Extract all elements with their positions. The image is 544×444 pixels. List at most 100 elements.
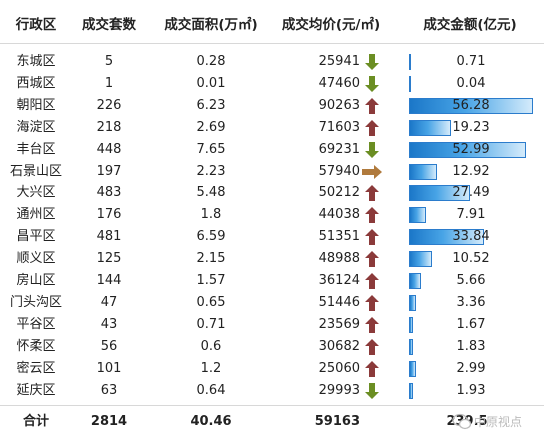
amount-cell: 0.04 <box>456 75 486 91</box>
amount-bar <box>409 251 433 268</box>
district-cell: 延庆区 <box>16 382 56 398</box>
amount-bar <box>409 273 422 289</box>
units-cell: 176 <box>96 207 122 223</box>
area-cell: 6.59 <box>196 229 226 245</box>
arrow-up-icon <box>365 185 379 202</box>
total-units: 2814 <box>90 414 128 429</box>
area-cell: 1.57 <box>196 273 226 288</box>
amount-cell: 2.99 <box>456 360 486 376</box>
area-cell: 2.23 <box>196 163 226 179</box>
price-cell: 36124 <box>318 273 360 288</box>
amount-cell: 56.28 <box>452 97 490 113</box>
amount-bar <box>409 141 526 158</box>
table-row: 怀柔区 56 0.6 30682 1.83 <box>0 336 544 358</box>
amount-bar <box>409 294 417 311</box>
area-cell: 0.71 <box>196 316 226 332</box>
amount-cell: 0.71 <box>456 54 486 69</box>
units-cell: 5 <box>104 54 114 69</box>
table-row: 海淀区 218 2.69 71603 19.23 <box>0 117 544 139</box>
arrow-down-icon <box>365 382 379 399</box>
amount-cell: 5.66 <box>456 273 486 288</box>
table-row: 昌平区 481 6.59 51351 33.84 <box>0 226 544 248</box>
price-cell: 47460 <box>318 75 360 91</box>
district-cell: 通州区 <box>16 207 56 223</box>
table-row: 门头沟区 47 0.65 51446 3.36 <box>0 292 544 314</box>
arrow-up-icon <box>365 97 379 114</box>
arrow-up-icon <box>365 338 379 355</box>
table-row: 东城区 5 0.28 25941 0.71 <box>0 51 544 73</box>
units-cell: 218 <box>96 119 122 135</box>
watermark-text: 中原视点 <box>474 415 523 429</box>
area-cell: 0.28 <box>196 54 226 69</box>
district-cell: 顺义区 <box>16 251 56 267</box>
units-cell: 481 <box>96 229 122 245</box>
table-row: 石景山区 197 2.23 57940 12.92 <box>0 161 544 183</box>
units-cell: 448 <box>96 141 122 157</box>
units-cell: 43 <box>100 316 118 332</box>
price-cell: 71603 <box>318 119 360 135</box>
amount-cell: 1.83 <box>456 338 486 354</box>
total-area: 40.46 <box>190 414 232 429</box>
table-row: 丰台区 448 7.65 69231 52.99 <box>0 139 544 161</box>
area-cell: 0.65 <box>196 294 226 310</box>
district-cell: 大兴区 <box>16 185 56 201</box>
units-cell: 483 <box>96 185 122 201</box>
amount-cell: 10.52 <box>452 251 490 267</box>
arrow-up-icon <box>365 119 379 136</box>
amount-bar <box>409 185 470 202</box>
price-cell: 51351 <box>318 229 360 245</box>
price-cell: 57940 <box>318 163 360 179</box>
amount-bar <box>409 382 414 399</box>
district-cell: 东城区 <box>16 54 56 69</box>
header-amount: 成交金额(亿元) <box>423 17 517 33</box>
table-row: 延庆区 63 0.64 29993 1.93 <box>0 380 544 402</box>
area-cell: 0.64 <box>196 382 226 398</box>
district-cell: 朝阳区 <box>16 97 56 113</box>
district-cell: 房山区 <box>16 273 56 288</box>
amount-cell: 33.84 <box>452 229 490 245</box>
price-cell: 50212 <box>318 185 360 201</box>
arrow-down-icon <box>365 54 379 70</box>
arrow-down-icon <box>365 75 379 92</box>
price-cell: 25941 <box>318 54 360 69</box>
table-row: 大兴区 483 5.48 50212 27.49 <box>0 182 544 204</box>
price-cell: 23569 <box>318 316 360 332</box>
area-cell: 2.15 <box>196 251 226 267</box>
units-cell: 226 <box>96 97 122 113</box>
price-cell: 30682 <box>318 338 360 354</box>
district-cell: 门头沟区 <box>9 294 62 310</box>
amount-cell: 19.23 <box>452 119 490 135</box>
price-cell: 29993 <box>318 382 360 398</box>
price-cell: 51446 <box>318 294 360 310</box>
table-row: 朝阳区 226 6.23 90263 56.28 <box>0 95 544 117</box>
amount-bar <box>409 360 416 377</box>
amount-cell: 27.49 <box>452 185 490 201</box>
units-cell: 63 <box>100 382 118 398</box>
table-row: 密云区 101 1.2 25060 2.99 <box>0 358 544 380</box>
area-cell: 1.8 <box>200 207 222 223</box>
table-row: 通州区 176 1.8 44038 7.91 <box>0 204 544 226</box>
amount-bar <box>409 75 411 92</box>
amount-cell: 1.67 <box>456 316 486 332</box>
arrow-up-icon <box>365 207 379 224</box>
district-cell: 怀柔区 <box>16 338 56 354</box>
amount-bar <box>409 229 484 246</box>
units-cell: 1 <box>104 75 114 91</box>
area-cell: 6.23 <box>196 97 226 113</box>
amount-bar <box>409 119 452 136</box>
amount-cell: 3.36 <box>456 294 486 310</box>
amount-bar <box>409 97 533 114</box>
price-cell: 44038 <box>318 207 360 223</box>
table-row: 西城区 1 0.01 47460 0.04 <box>0 73 544 95</box>
arrow-down-icon <box>365 141 379 158</box>
district-cell: 密云区 <box>16 360 56 376</box>
area-cell: 7.65 <box>196 141 226 157</box>
header-units: 成交套数 <box>82 17 136 33</box>
price-cell: 90263 <box>318 97 360 113</box>
area-cell: 0.6 <box>200 338 222 354</box>
price-cell: 69231 <box>318 141 360 157</box>
amount-bar <box>409 207 427 224</box>
amount-cell: 52.99 <box>452 141 490 157</box>
total-row: 合计 2814 40.46 59163 239.5 <box>0 411 544 433</box>
